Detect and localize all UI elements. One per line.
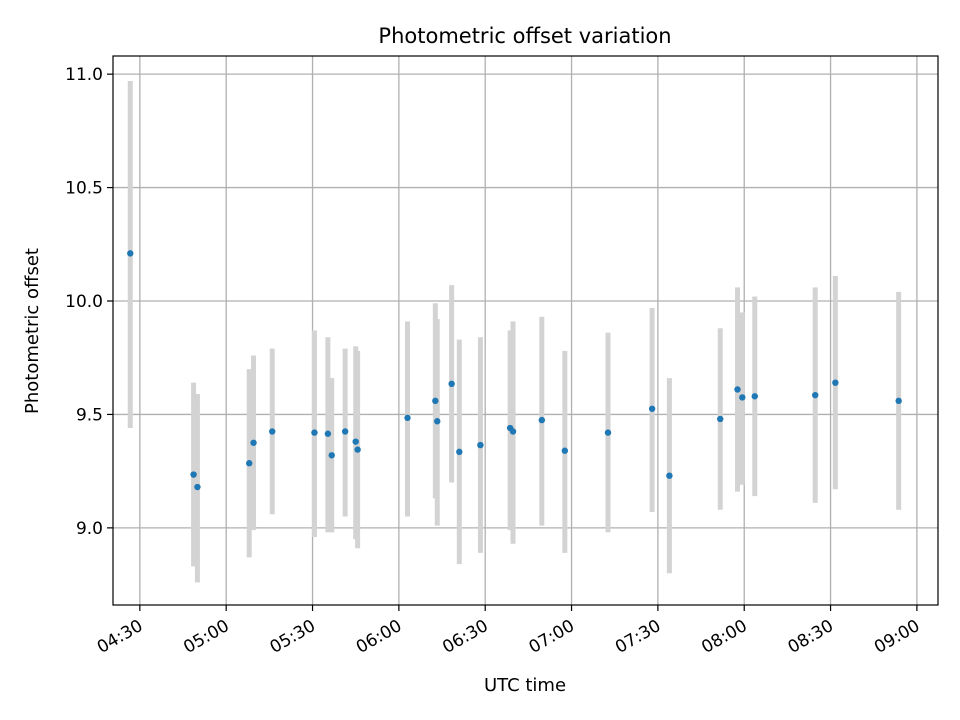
data-point: [354, 446, 361, 453]
data-point: [604, 429, 612, 436]
data-point: [352, 438, 359, 445]
data-point: [341, 428, 349, 435]
data-points: [127, 250, 902, 491]
data-point: [538, 416, 546, 424]
data-point: [509, 428, 517, 435]
data-point: [717, 415, 724, 423]
data-point: [324, 430, 332, 437]
data-point: [269, 428, 276, 435]
data-point: [448, 380, 455, 388]
data-point: [648, 405, 656, 412]
data-point: [434, 418, 441, 425]
data-point: [456, 448, 463, 456]
data-point: [246, 460, 253, 467]
data-point: [734, 386, 741, 393]
data-point: [432, 397, 439, 405]
data-point: [739, 394, 746, 401]
y-tick-label: 11.0: [65, 65, 103, 85]
data-point: [404, 414, 411, 422]
chart-title: Photometric offset variation: [378, 24, 671, 48]
y-tick-label: 9.0: [76, 519, 103, 539]
y-axis-ticks: 9.0 9.5 10.0 10.5 11.0: [65, 65, 113, 539]
x-axis-label: UTC time: [484, 675, 566, 696]
plot-frame: [112, 55, 939, 606]
data-point: [311, 429, 318, 436]
data-point: [190, 471, 197, 478]
y-tick-label: 10.5: [65, 179, 103, 199]
y-axis-label: Photometric offset: [22, 248, 43, 414]
data-point: [250, 439, 257, 446]
data-point: [832, 379, 839, 386]
data-point: [561, 447, 569, 454]
data-point: [127, 250, 134, 257]
data-point: [751, 393, 758, 400]
data-point: [194, 483, 201, 491]
y-tick-label: 10.0: [65, 292, 103, 312]
data-point: [812, 391, 819, 399]
data-point: [477, 441, 484, 449]
data-point: [328, 452, 335, 459]
data-point: [895, 397, 902, 405]
y-tick-label: 9.5: [76, 405, 103, 425]
data-point: [666, 472, 673, 479]
